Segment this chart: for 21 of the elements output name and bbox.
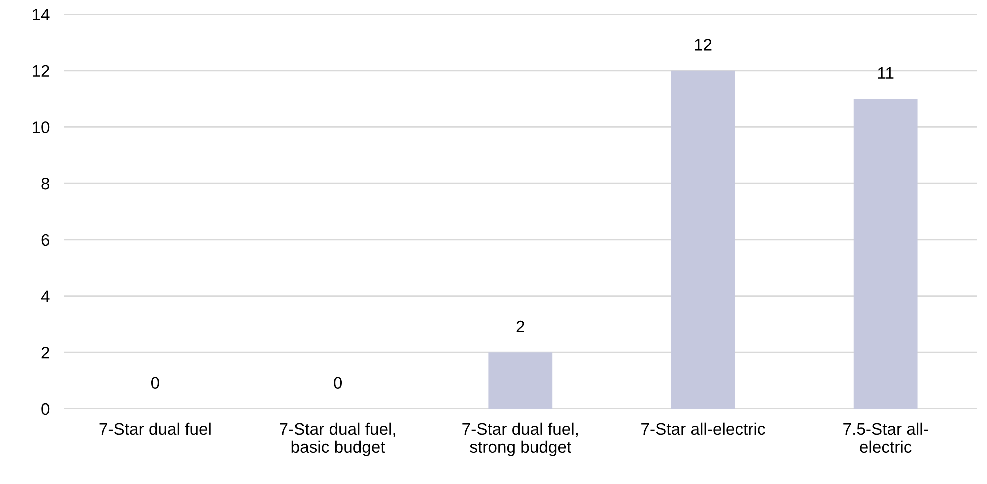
- data-label: 2: [516, 320, 524, 333]
- data-label: 0: [334, 377, 342, 390]
- y-tick-label: 6: [42, 234, 50, 246]
- y-tick-label: 2: [42, 347, 50, 359]
- bar: [488, 352, 553, 409]
- y-tick-label: 14: [33, 9, 50, 21]
- x-tick-label: 7-Star all-electric: [642, 422, 766, 436]
- x-tick-label: 7-Star dual fuel, strong budget: [462, 422, 578, 456]
- y-tick-label: 0: [42, 403, 50, 416]
- y-tick-label: 10: [33, 122, 50, 134]
- x-tick-label: 7-Star dual fuel, basic budget: [280, 422, 396, 456]
- bar: [854, 99, 918, 409]
- x-tick-label: 7-Star dual fuel: [100, 422, 211, 436]
- y-tick-label: 12: [33, 65, 50, 77]
- y-tick-label: 8: [42, 178, 50, 190]
- bar: [671, 70, 736, 409]
- x-tick-label: 7.5-Star all- electric: [844, 422, 928, 454]
- data-label: 11: [878, 67, 894, 79]
- y-tick-label: 4: [41, 290, 50, 302]
- data-label: 12: [695, 39, 712, 51]
- data-label: 0: [151, 377, 160, 390]
